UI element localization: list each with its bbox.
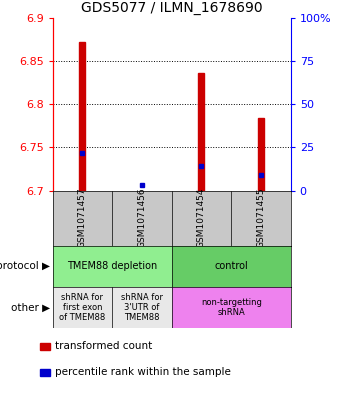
Text: TMEM88 depletion: TMEM88 depletion	[67, 261, 157, 271]
Text: other ▶: other ▶	[11, 303, 50, 312]
Text: shRNA for
3'UTR of
TMEM88: shRNA for 3'UTR of TMEM88	[121, 293, 163, 322]
Text: percentile rank within the sample: percentile rank within the sample	[55, 367, 231, 377]
Title: GDS5077 / ILMN_1678690: GDS5077 / ILMN_1678690	[81, 1, 262, 15]
Text: GSM1071454: GSM1071454	[197, 188, 206, 248]
Text: shRNA for
first exon
of TMEM88: shRNA for first exon of TMEM88	[59, 293, 106, 322]
Bar	[80, 42, 85, 191]
Text: non-targetting
shRNA: non-targetting shRNA	[201, 298, 262, 317]
Text: protocol ▶: protocol ▶	[0, 261, 50, 271]
Text: control: control	[214, 261, 248, 271]
Bar	[199, 73, 204, 191]
Text: GSM1071455: GSM1071455	[256, 188, 266, 248]
Bar	[40, 343, 50, 350]
Text: GSM1071456: GSM1071456	[137, 188, 147, 248]
Text: GSM1071457: GSM1071457	[78, 188, 87, 248]
Text: transformed count: transformed count	[55, 341, 152, 351]
Bar	[258, 118, 264, 191]
Bar	[40, 369, 50, 376]
